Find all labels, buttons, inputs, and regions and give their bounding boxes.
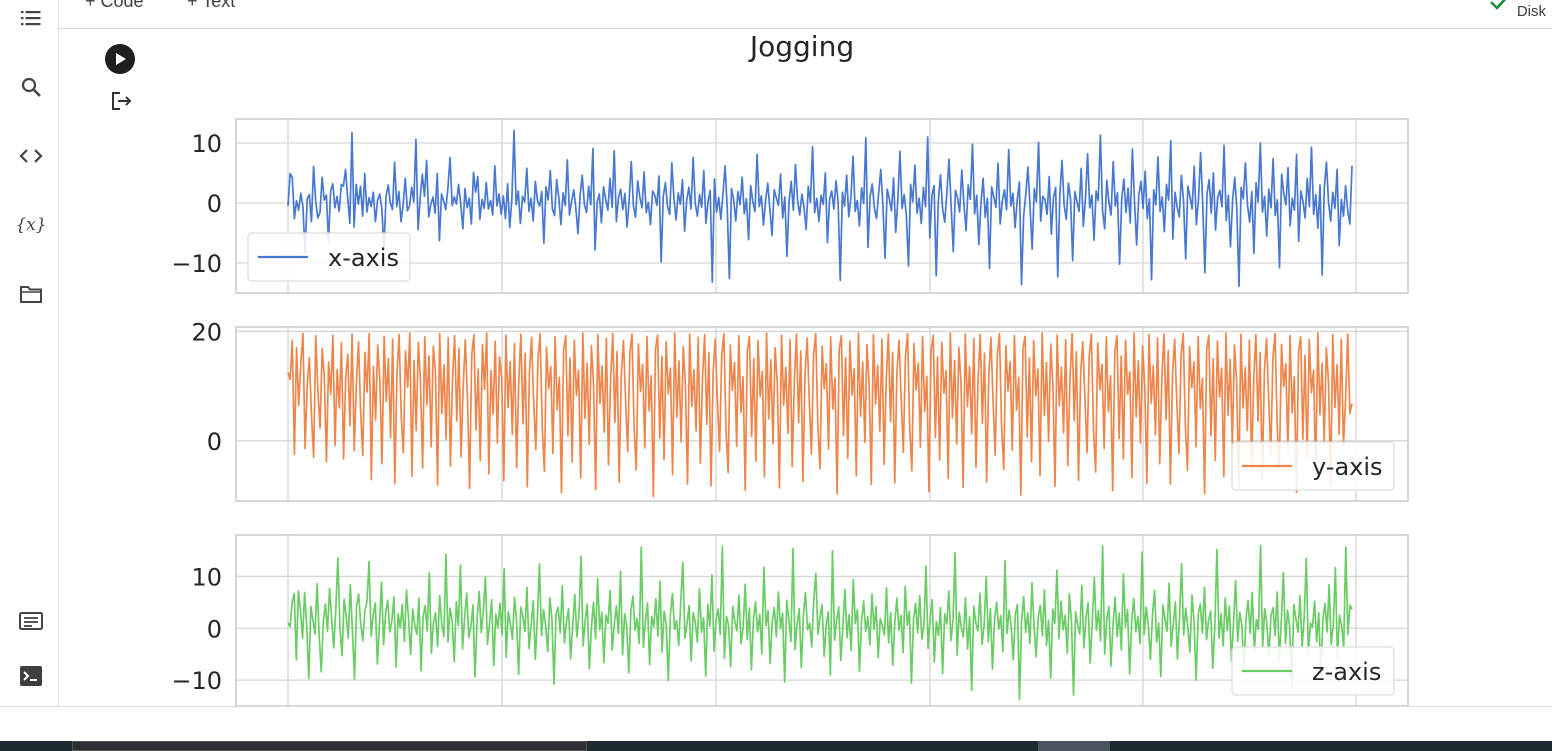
- y-axis-subplot: 20 0 y-axis: [191, 318, 1409, 502]
- y-tick-label: 10: [191, 130, 222, 158]
- code-snippets-icon[interactable]: [17, 142, 45, 170]
- y-tick-label: 20: [191, 318, 222, 346]
- os-taskbar: [0, 741, 1552, 751]
- legend-label: y-axis: [1312, 453, 1383, 481]
- notebook-toolbar: + Code + Text Disk: [59, 0, 1552, 29]
- output-actions-icon[interactable]: [110, 90, 134, 112]
- search-icon[interactable]: [17, 73, 45, 101]
- z-axis-series-line: [287, 544, 1353, 701]
- axes-frame: [235, 326, 1409, 502]
- y-tick-label: 0: [207, 190, 222, 218]
- toc-icon[interactable]: [17, 4, 45, 32]
- y-tick-label: 0: [207, 615, 222, 643]
- z-axis-subplot: 10 0 −10 z-axis: [171, 534, 1409, 706]
- folder-icon[interactable]: [17, 280, 45, 308]
- y-tick-label: 10: [191, 563, 222, 591]
- command-palette-icon[interactable]: [17, 607, 45, 635]
- taskbar-item[interactable]: [1038, 741, 1110, 751]
- x-axis-subplot: 10 0 −10 x-axis: [171, 118, 1409, 294]
- left-sidebar: {x}: [0, 0, 59, 706]
- x-axis-legend: x-axis: [247, 232, 411, 282]
- y-tick-label: 0: [207, 428, 222, 456]
- y-axis-legend: y-axis: [1231, 441, 1395, 491]
- check-icon: [1490, 0, 1507, 10]
- axes-frame: [235, 118, 1409, 294]
- legend-label: z-axis: [1312, 658, 1381, 686]
- legend-label: x-axis: [328, 244, 399, 272]
- z-axis-legend: z-axis: [1231, 646, 1395, 696]
- disk-status[interactable]: Disk: [1516, 3, 1546, 20]
- add-code-button[interactable]: + Code: [85, 0, 144, 11]
- taskbar-window[interactable]: [72, 741, 587, 751]
- add-text-button[interactable]: + Text: [187, 0, 236, 11]
- jogging-chart: Jogging 10 0 −10 x-axis 20 0 y-axis 10 0 −10 z-axi…: [171, 30, 1409, 706]
- variables-icon[interactable]: {x}: [17, 210, 45, 238]
- chart-title: Jogging: [748, 30, 854, 63]
- y-tick-label: −10: [171, 667, 222, 695]
- cell-divider: [0, 706, 1552, 707]
- y-axis-series-line: [287, 332, 1353, 498]
- run-cell-button[interactable]: [105, 44, 135, 74]
- play-icon: [116, 53, 126, 65]
- axes-frame: [235, 534, 1409, 706]
- y-tick-label: −10: [171, 250, 222, 278]
- svg-text:{x}: {x}: [17, 215, 45, 235]
- x-axis-series-line: [287, 129, 1353, 288]
- terminal-icon[interactable]: [17, 662, 45, 690]
